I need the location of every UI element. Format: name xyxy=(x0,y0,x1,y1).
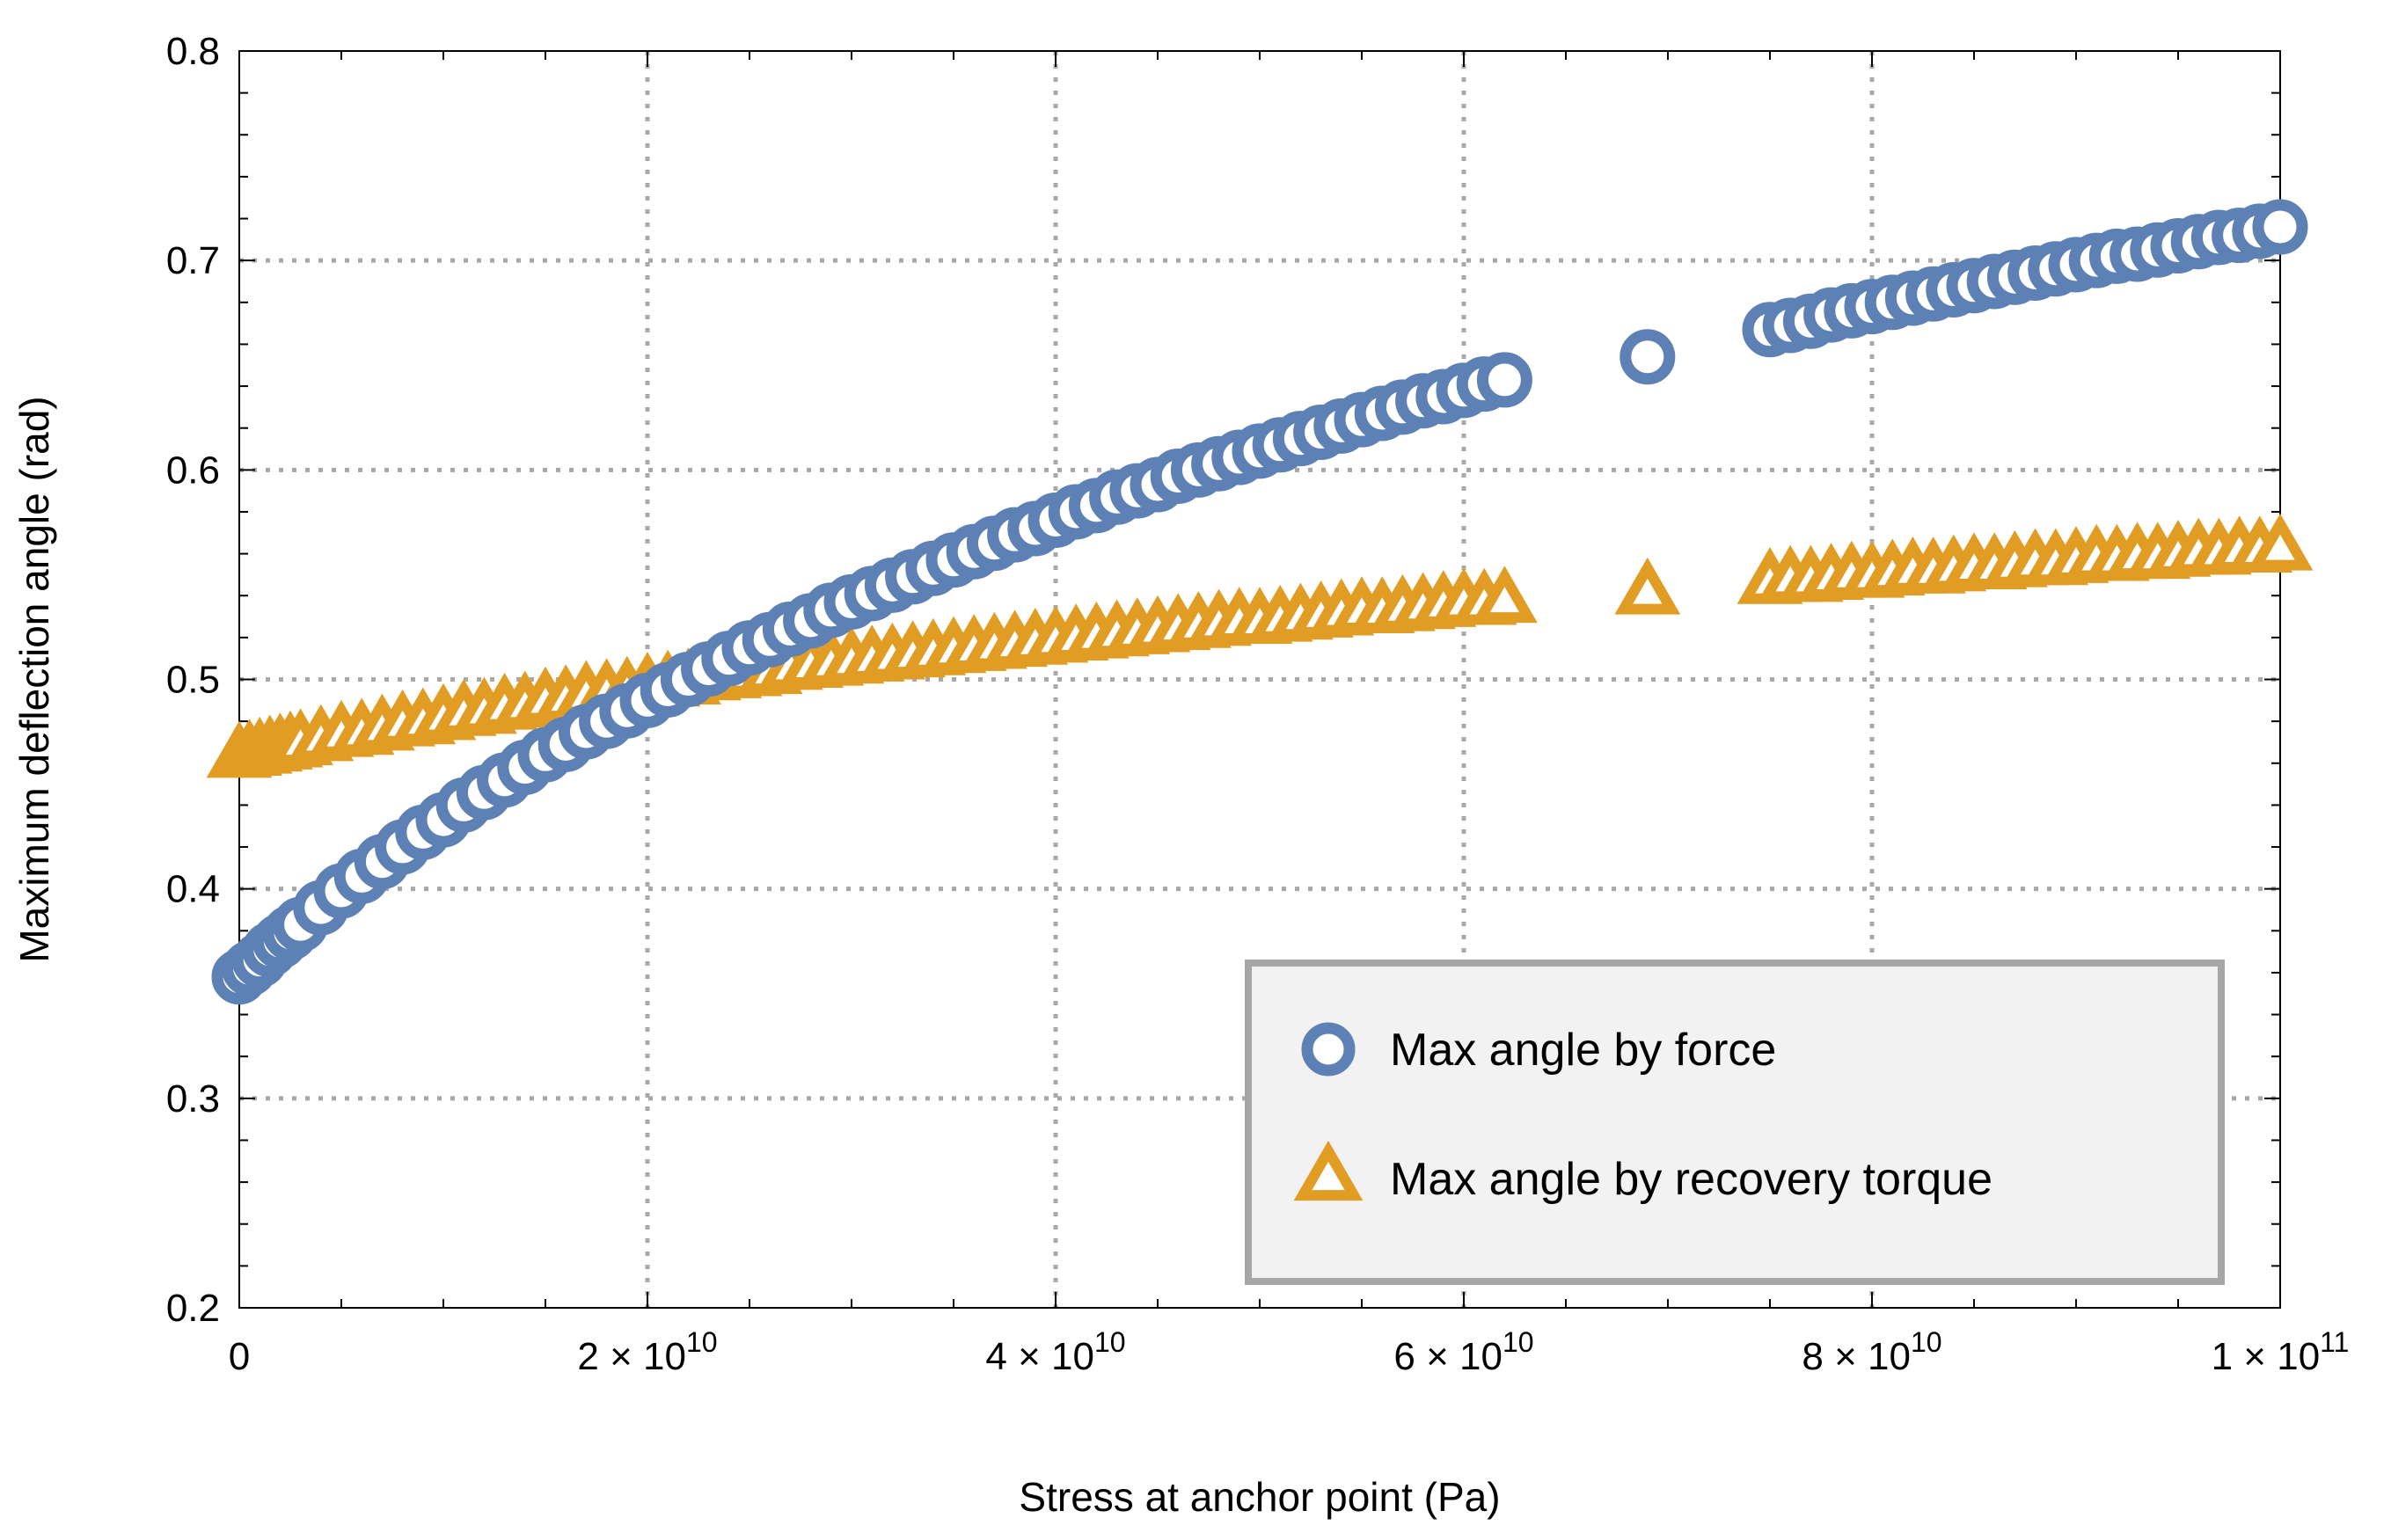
series-layer xyxy=(206,199,2314,1005)
legend-box xyxy=(1245,960,2225,1285)
series-force xyxy=(211,199,2308,1005)
y-tick-label: 0.4 xyxy=(166,868,220,911)
y-axis-title: Maximum deflection angle (rad) xyxy=(11,396,57,962)
y-tick-label: 0.3 xyxy=(166,1077,220,1120)
x-tick-label: 8 × 1010 xyxy=(1802,1326,1941,1378)
data-point-force xyxy=(1620,329,1676,385)
plot-frame xyxy=(238,50,2281,1309)
x-tick-label: 2 × 1010 xyxy=(577,1326,717,1378)
y-tick-label: 0.8 xyxy=(166,30,220,73)
data-point-torque xyxy=(2247,513,2314,571)
data-point-force xyxy=(1476,352,1532,408)
legend: Max angle by force Max angle by recovery… xyxy=(1245,960,2225,1285)
y-tick-label: 0.5 xyxy=(166,659,220,702)
tick-labels: 0 2 × 1010 4 × 1010 6 × 1010 8 × 1010 1 × 101… xyxy=(166,30,2350,1378)
x-axis-title: Stress at anchor point (Pa) xyxy=(1019,1474,1500,1520)
legend-label-torque: Max angle by recovery torque xyxy=(1390,1154,1993,1205)
data-point-torque xyxy=(1614,557,1681,615)
legend-marker-circle xyxy=(1301,1022,1356,1077)
y-tick-label: 0.7 xyxy=(166,239,220,282)
data-point-torque xyxy=(1472,566,1538,624)
data-point-force xyxy=(2252,199,2308,255)
x-tick-label: 6 × 1010 xyxy=(1393,1326,1533,1378)
y-tick-label: 0.2 xyxy=(166,1287,220,1330)
legend-marker-triangle xyxy=(1293,1140,1364,1201)
y-tick-label: 0.6 xyxy=(166,449,220,492)
x-tick-label: 1 × 1011 xyxy=(2212,1326,2350,1378)
x-tick-label: 0 xyxy=(229,1335,250,1378)
legend-label-force: Max angle by force xyxy=(1390,1025,1776,1076)
x-tick-label: 4 × 1010 xyxy=(985,1326,1125,1378)
